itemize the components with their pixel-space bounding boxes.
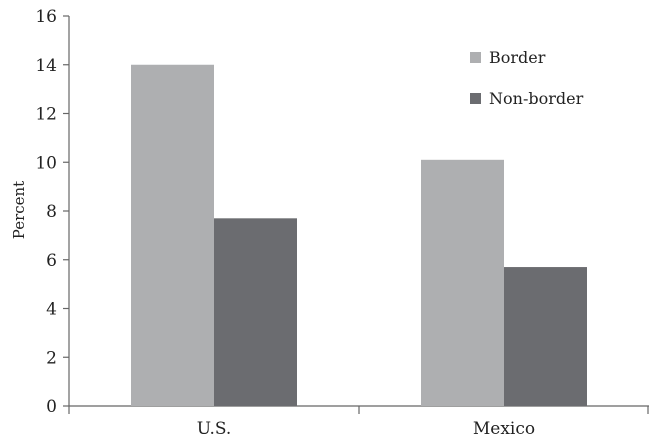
y-tick-label: 6 xyxy=(46,251,57,271)
bar-non-border-mexico xyxy=(504,267,587,406)
bar-border-u-s xyxy=(131,64,214,406)
y-tick-label: 10 xyxy=(35,153,57,173)
y-tick-label: 16 xyxy=(35,7,57,27)
x-axis: U.S. Mexico xyxy=(68,405,649,438)
legend-label: Border xyxy=(489,48,546,67)
y-axis-title: Percent xyxy=(10,181,28,239)
y-tick-label: 4 xyxy=(46,300,57,320)
y-tick-label: 12 xyxy=(35,105,57,125)
x-tick-label: U.S. xyxy=(197,419,232,438)
y-axis: 0 2 4 6 8 10 12 14 16 xyxy=(35,7,70,417)
bar-border-mexico xyxy=(421,159,504,406)
y-tick-label: 2 xyxy=(46,348,57,368)
bar-non-border-u-s xyxy=(214,218,297,406)
legend-swatch xyxy=(470,52,481,63)
y-tick-label: 14 xyxy=(35,56,57,76)
bars xyxy=(131,64,587,406)
y-tick-label: 8 xyxy=(46,202,57,222)
legend: Border Non-border xyxy=(470,48,584,108)
legend-swatch xyxy=(470,93,481,104)
y-tick-label: 0 xyxy=(46,397,57,417)
legend-label: Non-border xyxy=(489,89,584,108)
x-tick-label: Mexico xyxy=(473,419,535,438)
